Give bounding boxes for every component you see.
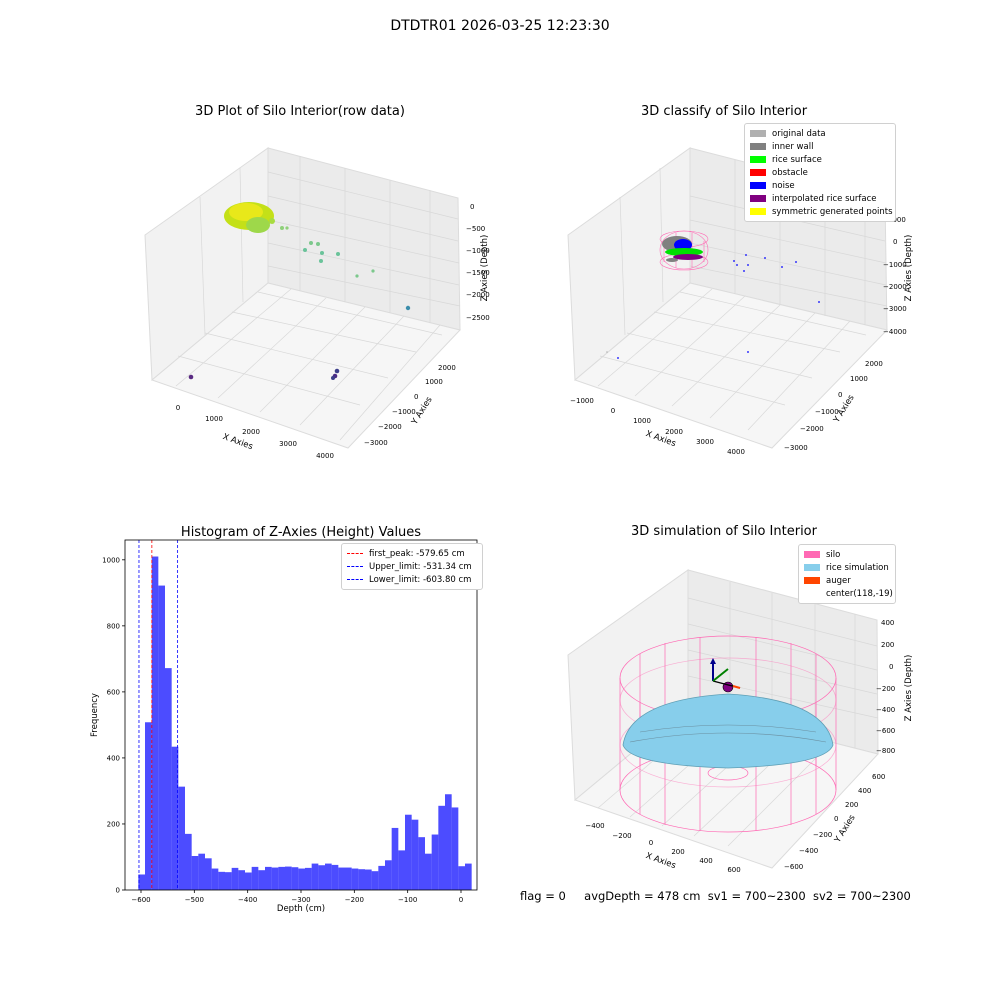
histogram-ytick-label: 400	[107, 754, 120, 762]
histogram-bar	[245, 872, 252, 890]
flag-text: flag = 0	[520, 889, 566, 903]
histogram-bar	[285, 866, 292, 890]
histogram-bar	[231, 867, 239, 890]
histogram-bar	[311, 863, 319, 890]
histogram-bar	[278, 866, 285, 890]
histogram-legend: first_peak: -579.65 cm Upper_limit: -531…	[341, 543, 483, 590]
status-footer: flag = 0 avgDepth = 478 cm sv1 = 700~230…	[520, 889, 911, 903]
histogram-bar	[265, 866, 272, 890]
histogram-bar	[145, 722, 152, 890]
histogram-bar	[445, 794, 452, 890]
histogram-bar	[451, 807, 459, 890]
histogram-ytick-label: 800	[107, 622, 120, 630]
histogram-xtick-label: −600	[131, 896, 150, 904]
histogram-xtick-label: −500	[185, 896, 204, 904]
raw-plot-title: 3D Plot of Silo Interior(row data)	[195, 104, 405, 119]
histogram-bar	[271, 867, 279, 890]
figure-title: DTDTR01 2026-03-25 12:23:30	[390, 18, 610, 34]
histogram-bar	[238, 870, 245, 890]
histogram-ytick-label: 1000	[102, 556, 120, 564]
histogram-bar	[171, 746, 179, 890]
histogram-bar	[258, 870, 265, 890]
histogram-bar	[358, 869, 365, 890]
histogram-bar	[405, 814, 412, 890]
histogram-bar	[331, 864, 339, 890]
histogram-bar	[351, 868, 359, 890]
histogram-xticks: −600 −500 −400 −300 −200 −100 0	[131, 890, 463, 904]
histogram-bar	[291, 867, 299, 890]
histogram-bar	[318, 865, 325, 890]
histogram-bar	[391, 827, 399, 890]
legend-item-upper-limit: Upper_limit: -531.34 cm	[347, 560, 477, 573]
histogram-bar	[298, 868, 305, 890]
histogram-ytick-label: 0	[116, 887, 120, 895]
histogram-bar	[178, 786, 185, 890]
classify-plot-title: 3D classify of Silo Interior	[640, 104, 808, 119]
histogram-xtick-label: −300	[291, 896, 310, 904]
legend-item-center: center(118,-19)	[826, 588, 893, 599]
histogram-bar	[158, 585, 165, 890]
sv2-text: sv2 = 700~2300	[812, 889, 911, 903]
simulation-plot-title: 3D simulation of Silo Interior	[631, 524, 817, 539]
histogram-xtick-label: −200	[345, 896, 364, 904]
histogram-xtick-label: 0	[459, 896, 463, 904]
histogram-xlabel: Depth (cm)	[277, 904, 325, 914]
histogram-bar	[198, 853, 205, 890]
histogram-bar	[338, 867, 345, 890]
histogram-bar	[251, 866, 259, 890]
histogram-xtick-label: −100	[398, 896, 417, 904]
legend-item-rice-simulation: rice simulation	[804, 561, 890, 574]
histogram-bar	[138, 874, 145, 890]
histogram-bars	[138, 556, 472, 890]
histogram-bar	[345, 867, 352, 890]
avg-depth-text: avgDepth = 478 cm	[584, 889, 701, 903]
histogram-bar	[325, 863, 332, 890]
simulation-legend: silo rice simulation auger center(118,-1…	[798, 544, 896, 604]
sv1-text: sv1 = 700~2300	[707, 889, 806, 903]
histogram-bar	[185, 833, 192, 890]
legend-item-original-data: original data	[750, 127, 890, 140]
histogram-bar	[438, 805, 445, 890]
histogram-bar	[425, 853, 432, 890]
legend-item-lower-limit: Lower_limit: -603.80 cm	[347, 573, 477, 586]
histogram-xtick-label: −400	[238, 896, 257, 904]
histogram-ylabel: Frequency	[90, 693, 100, 737]
legend-item-obstacle: obstacle	[750, 166, 890, 179]
legend-item-noise: noise	[750, 179, 890, 192]
histogram-bar	[418, 837, 425, 890]
histogram-bar	[465, 863, 472, 890]
histogram-bar	[378, 865, 385, 890]
histogram-bar	[225, 872, 232, 890]
legend-item-rice-surface: rice surface	[750, 153, 890, 166]
histogram-bar	[151, 556, 159, 890]
histogram-bar	[218, 871, 225, 890]
histogram-bar	[371, 871, 379, 890]
histogram-bar	[385, 860, 392, 890]
histogram-bar	[211, 868, 219, 890]
legend-item-silo: silo	[804, 548, 890, 561]
histogram-bar	[305, 867, 312, 890]
histogram-bar	[411, 819, 419, 890]
legend-item-auger: auger	[804, 574, 890, 587]
histogram-bar	[191, 855, 199, 890]
histogram-bar	[431, 834, 439, 890]
histogram-vlines	[138, 540, 179, 890]
histogram-bar	[365, 869, 372, 890]
legend-item-symmetric-generated-points: symmetric generated points	[750, 205, 893, 218]
histogram-yticks: 0 200 400 600 800 1000	[102, 556, 125, 895]
legend-item-first-peak: first_peak: -579.65 cm	[347, 547, 477, 560]
histogram-ytick-label: 200	[107, 820, 120, 828]
histogram-bar	[458, 866, 465, 890]
legend-item-interpolated-rice-surface: interpolated rice surface	[750, 192, 890, 205]
histogram-bar	[165, 668, 172, 890]
histogram-title: Histogram of Z-Axies (Height) Values	[181, 525, 421, 540]
classify-legend: original data inner wall rice surface ob…	[744, 123, 896, 222]
histogram-ytick-label: 600	[107, 688, 120, 696]
histogram-bar	[205, 858, 212, 890]
legend-item-inner-wall: inner wall	[750, 140, 890, 153]
histogram-bar	[398, 850, 405, 890]
